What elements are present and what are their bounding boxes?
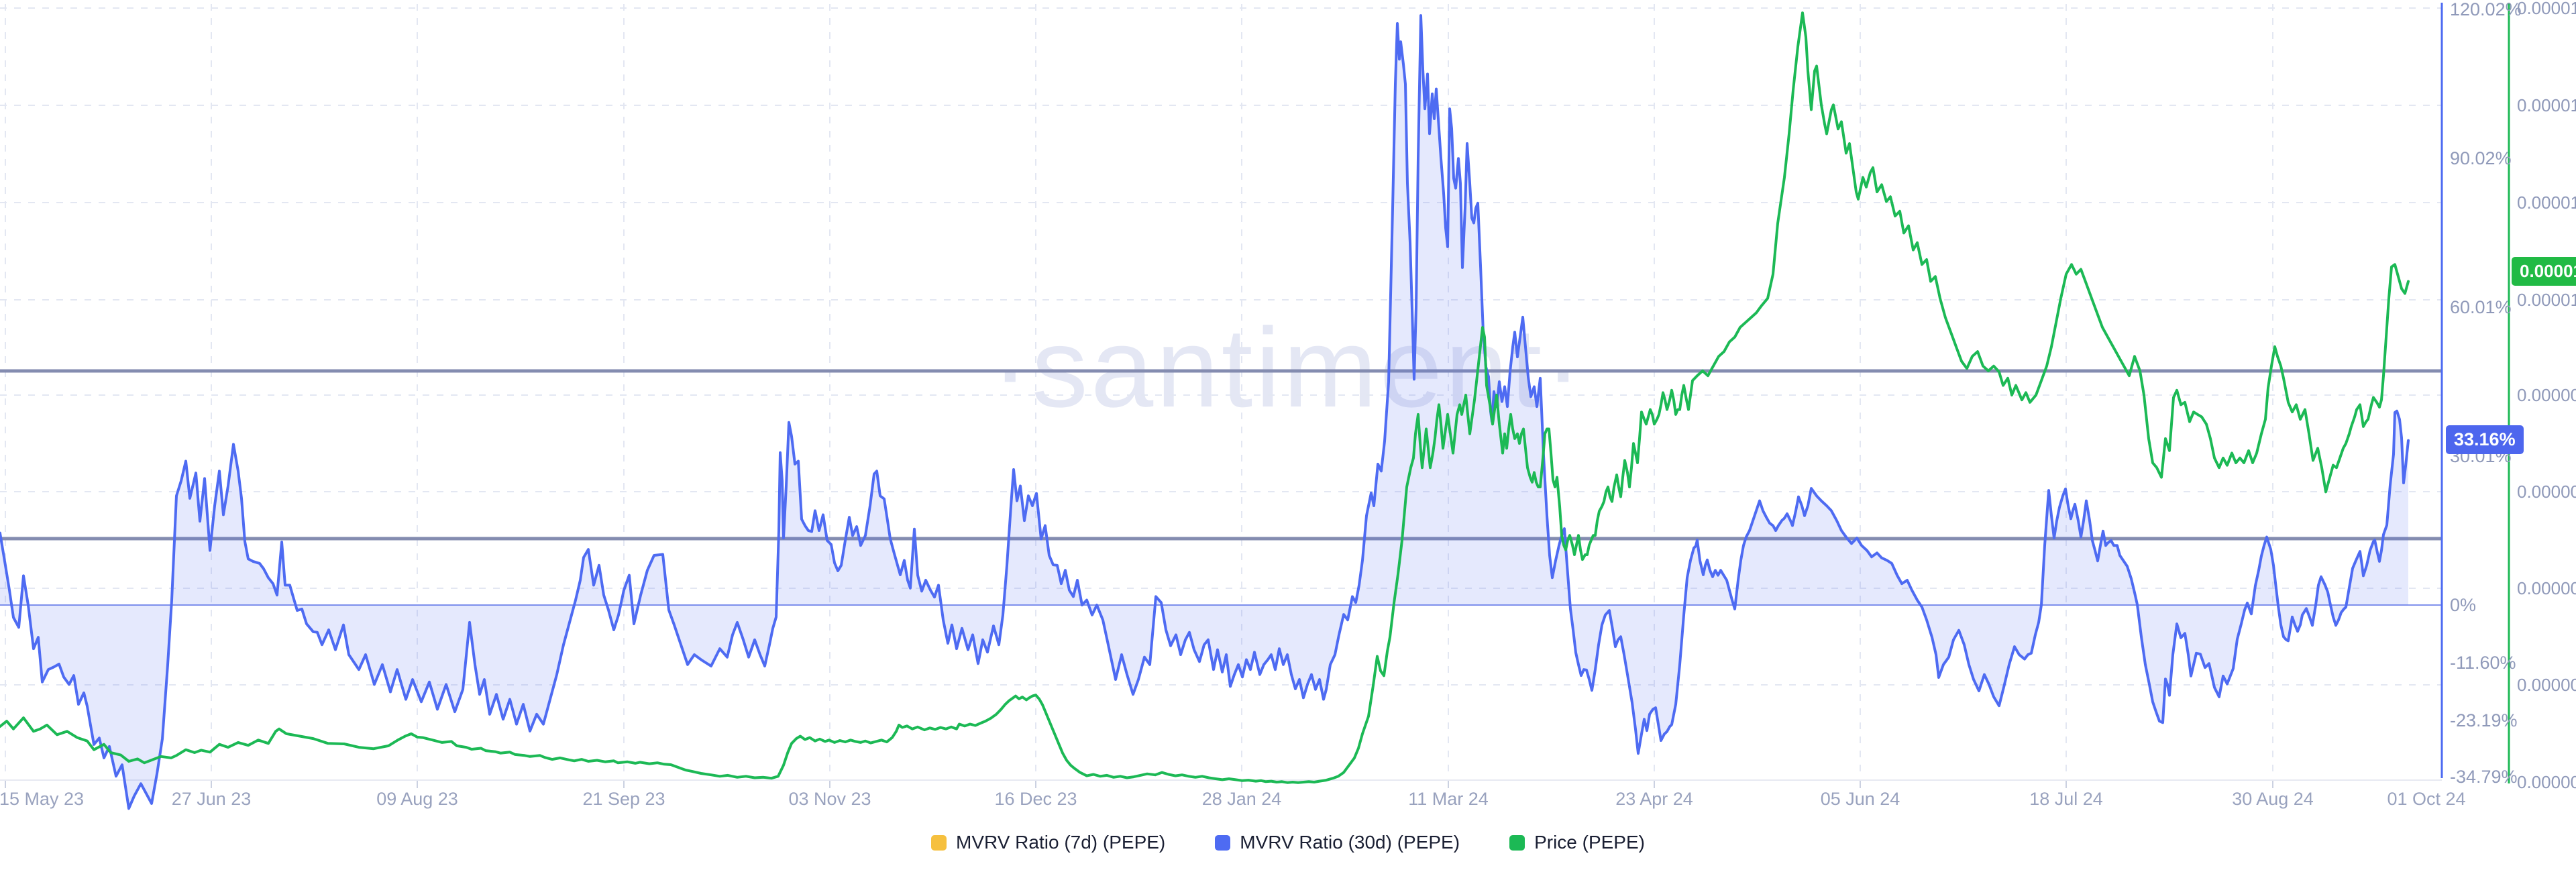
legend-item-label: MVRV Ratio (30d) (PEPE) <box>1240 832 1460 853</box>
x-axis-tick-label: 18 Jul 24 <box>2029 789 2103 809</box>
x-axis-tick-label: 09 Aug 23 <box>376 789 458 809</box>
x-axis-tick-label: 30 Aug 24 <box>2232 789 2314 809</box>
x-axis-tick-label: 11 Mar 24 <box>1408 789 1489 809</box>
mvrv-30d-line <box>0 14 2410 810</box>
mvrv-axis-tick-label: 120.02% <box>2450 0 2522 19</box>
x-axis-tick-label: 01 Oct 24 <box>2387 789 2466 809</box>
x-axis-tick-label: 16 Dec 23 <box>994 789 1077 809</box>
legend-swatch-icon <box>1215 834 1231 851</box>
price-axis-tick-label: 0.000013 <box>2517 193 2576 213</box>
x-axis-tick-label: 05 Jun 24 <box>1820 789 1900 809</box>
price-axis-tick-label: 0.000011 <box>2517 290 2576 310</box>
price-axis-tick-label: 0.000005 <box>2517 578 2576 598</box>
x-axis-tick-label: 03 Nov 23 <box>788 789 871 809</box>
x-axis-tick-label: 15 May 23 <box>0 789 85 809</box>
chart-legend: MVRV Ratio (7d) (PEPE) MVRV Ratio (30d) (… <box>0 832 2576 853</box>
price-axis-tick-label: 0.000003 <box>2517 675 2576 695</box>
price-axis-tick-label: 0.000017 <box>2517 0 2576 18</box>
legend-item-0[interactable]: MVRV Ratio (7d) (PEPE) <box>931 832 1165 853</box>
x-axis-tick-label: 21 Sep 23 <box>582 789 665 809</box>
mvrv-axis-tick-label: -11.60% <box>2450 653 2516 673</box>
legend-item-1[interactable]: MVRV Ratio (30d) (PEPE) <box>1215 832 1460 853</box>
legend-swatch-icon <box>931 834 947 851</box>
x-axis-tick-label: 27 Jun 23 <box>171 789 252 809</box>
x-axis-tick-label: 23 Apr 24 <box>1615 789 1693 809</box>
price-axis-tick-label: 0.000007 <box>2517 482 2576 502</box>
price-current-value-badge: 0.000011 <box>2512 257 2576 286</box>
legend-item-label: MVRV Ratio (7d) (PEPE) <box>956 832 1166 853</box>
mvrv-axis-tick-label: -34.79% <box>2450 767 2518 787</box>
legend-item-label: Price (PEPE) <box>1534 832 1645 853</box>
price-axis-tick-label: 0.000009 <box>2517 385 2576 405</box>
legend-swatch-icon <box>1509 834 1525 851</box>
mvrv-current-value-badge: 33.16% <box>2446 425 2524 454</box>
legend-item-2[interactable]: Price (PEPE) <box>1509 832 1645 853</box>
mvrv-axis-tick-label: -23.19% <box>2450 710 2518 730</box>
mvrv-axis-tick-label: 90.02% <box>2450 148 2512 168</box>
price-line <box>0 11 2410 784</box>
mvrv-area-fill <box>0 15 2408 809</box>
x-axis-tick-label: 28 Jan 24 <box>1201 789 1282 809</box>
mvrv-axis-tick-label: 60.01% <box>2450 297 2512 317</box>
mvrv-axis-tick-label: 0% <box>2450 595 2477 615</box>
